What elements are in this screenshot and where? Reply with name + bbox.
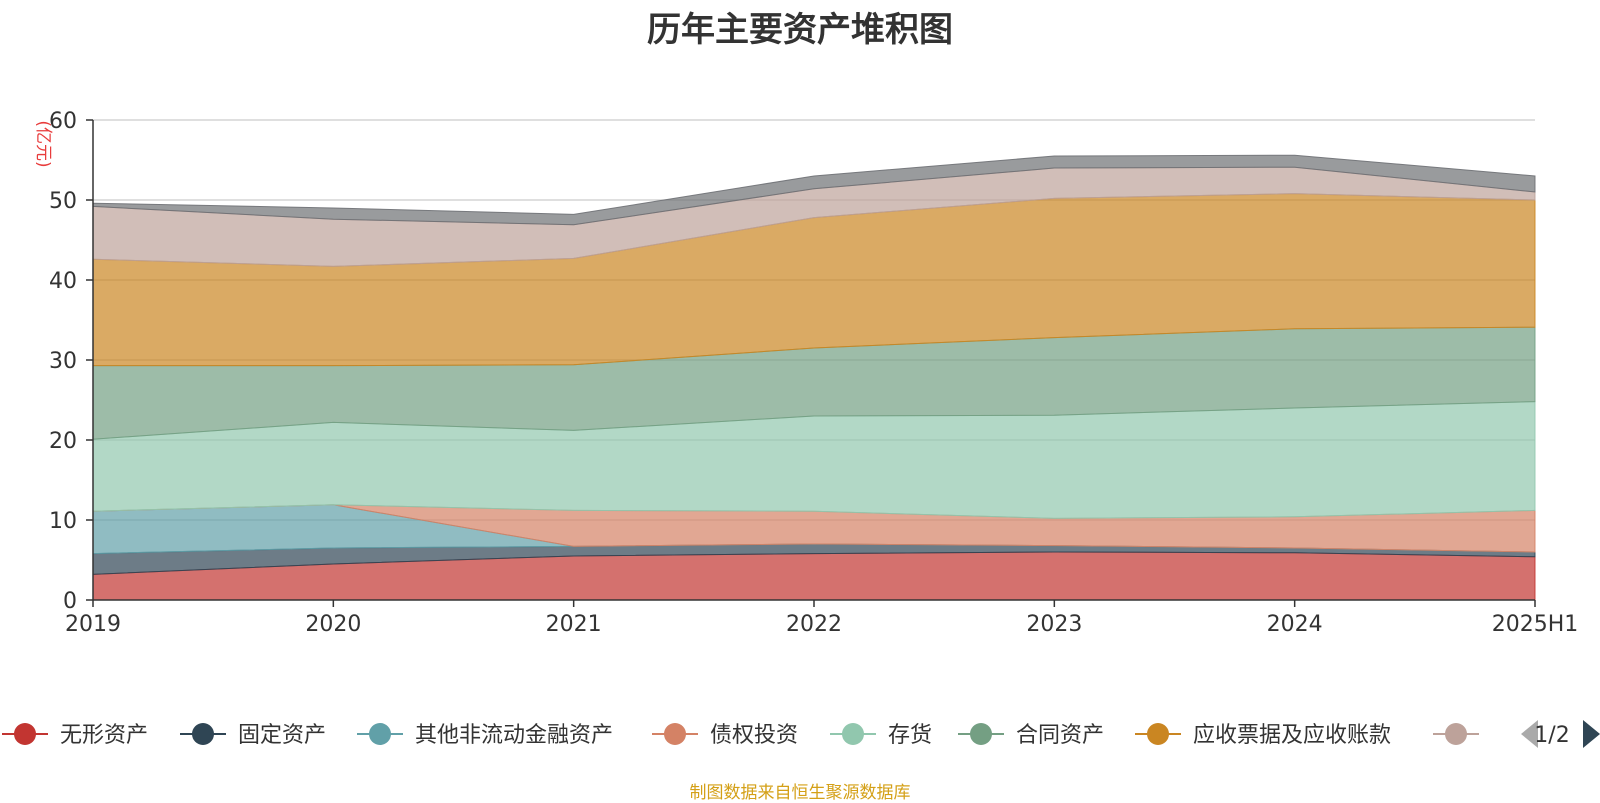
y-tick-label: 30 (49, 349, 77, 374)
area-series-9[interactable] (92, 154, 1536, 226)
x-tick-label: 2022 (786, 612, 842, 637)
legend: 无形资产 固定资产 其他非流动金融资产 债权投资 存货 合同资产 应收票据及应收账款 1/2 (2, 720, 1600, 748)
legend-item-7[interactable]: 应收票据及应收账款 (1135, 723, 1391, 748)
legend-item-8[interactable] (1433, 723, 1479, 745)
legend-item-6[interactable]: 合同资产 (958, 723, 1104, 748)
legend-label: 固定资产 (238, 723, 326, 748)
legend-marker (842, 723, 864, 745)
legend-item-1[interactable]: 无形资产 (2, 723, 148, 748)
legend-label: 合同资产 (1016, 723, 1104, 748)
legend-label: 无形资产 (60, 723, 148, 748)
x-tick-label: 2019 (65, 612, 121, 637)
legend-prev-page-icon[interactable] (1521, 720, 1538, 748)
legend-next-page-icon[interactable] (1583, 720, 1600, 748)
legend-item-2[interactable]: 固定资产 (180, 723, 326, 748)
legend-label: 债权投资 (710, 723, 798, 748)
y-tick-label: 40 (49, 269, 77, 294)
legend-page-indicator: 1/2 (1534, 723, 1569, 748)
y-axis-label: (亿元) (33, 120, 53, 167)
legend-item-4[interactable]: 债权投资 (652, 723, 798, 748)
y-tick-label: 0 (63, 589, 77, 614)
legend-label: 存货 (888, 723, 932, 748)
legend-item-5[interactable]: 存货 (830, 723, 932, 748)
legend-label: 其他非流动金融资产 (415, 723, 613, 748)
axes: 0 10 20 30 40 50 60 2019 2020 2021 2022 2023 2024 202… (49, 109, 1578, 637)
y-tick-label: 60 (49, 109, 77, 134)
legend-marker (192, 723, 214, 745)
legend-marker (369, 723, 391, 745)
legend-marker (14, 723, 36, 745)
x-tick-label: 2021 (546, 612, 602, 637)
x-tick-label: 2023 (1026, 612, 1082, 637)
chart-title: 历年主要资产堆积图 (647, 10, 953, 50)
plot-areas (92, 154, 1536, 601)
x-tick-label: 2025H1 (1492, 612, 1579, 637)
legend-marker (1445, 723, 1467, 745)
legend-marker (1147, 723, 1169, 745)
y-tick-label: 10 (49, 509, 77, 534)
x-tick-label: 2020 (305, 612, 361, 637)
y-tick-label: 50 (49, 189, 77, 214)
y-tick-label: 20 (49, 429, 77, 454)
legend-label: 应收票据及应收账款 (1193, 723, 1391, 748)
source-note: 制图数据来自恒生聚源数据库 (689, 783, 911, 803)
legend-item-3[interactable]: 其他非流动金融资产 (357, 723, 613, 748)
x-tick-label: 2024 (1267, 612, 1323, 637)
legend-marker (970, 723, 992, 745)
legend-marker (664, 723, 686, 745)
